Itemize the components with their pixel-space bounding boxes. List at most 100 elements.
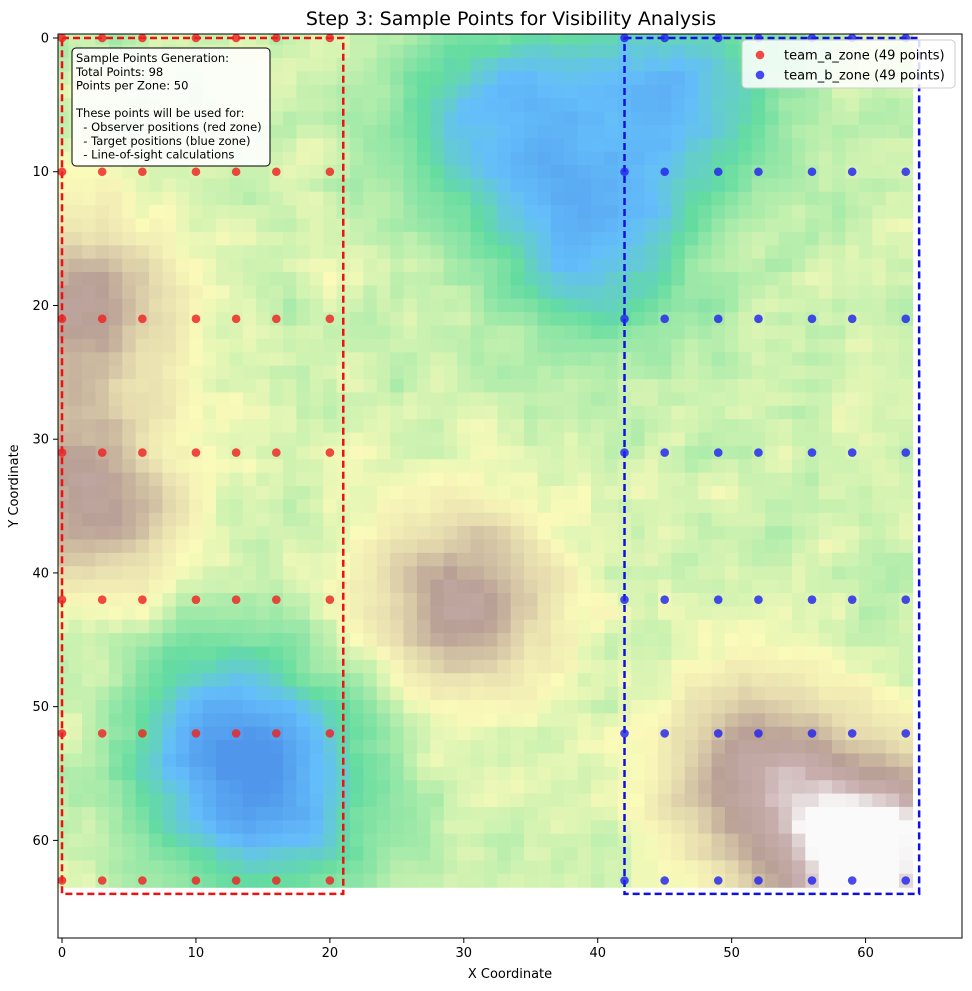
heatmap-cell <box>684 191 699 206</box>
heatmap-cell <box>470 713 485 728</box>
heatmap-cell <box>711 766 726 781</box>
heatmap-cell <box>524 165 539 180</box>
heatmap-cell <box>698 686 713 701</box>
team-b-point <box>847 448 857 457</box>
heatmap-cell <box>604 205 619 220</box>
heatmap-cell <box>216 659 231 674</box>
heatmap-cell <box>684 847 699 862</box>
heatmap-cell <box>122 860 137 875</box>
heatmap-cell <box>349 713 364 728</box>
heatmap-cell <box>858 111 873 126</box>
heatmap-cell <box>604 245 619 260</box>
heatmap-cell <box>657 245 672 260</box>
heatmap-cell <box>122 592 137 607</box>
heatmap-cell <box>242 34 257 46</box>
heatmap-cell <box>349 218 364 233</box>
heatmap-cell <box>564 860 579 875</box>
heatmap-cell <box>82 673 97 688</box>
heatmap-cell <box>376 44 391 59</box>
heatmap-cell <box>202 806 217 821</box>
heatmap-cell <box>336 111 351 126</box>
heatmap-cell <box>657 566 672 581</box>
heatmap-cell <box>524 98 539 113</box>
heatmap-cell <box>363 191 378 206</box>
heatmap-cell <box>577 780 592 795</box>
heatmap-cell <box>577 459 592 474</box>
heatmap-cell <box>162 847 177 862</box>
heatmap-cell <box>283 84 297 99</box>
heatmap-cell <box>483 646 498 661</box>
heatmap-cell <box>657 833 672 848</box>
heatmap-cell <box>269 231 284 246</box>
heatmap-cell <box>470 686 485 701</box>
heatmap-cell <box>376 191 391 206</box>
heatmap-cell <box>483 419 498 434</box>
heatmap-cell <box>443 686 458 701</box>
heatmap-cell <box>805 98 820 113</box>
y-tick-label: 50 <box>32 700 49 715</box>
heatmap-cell <box>885 472 900 487</box>
heatmap-cell <box>738 245 753 260</box>
heatmap-cell <box>577 325 592 340</box>
heatmap-cell <box>818 606 833 621</box>
heatmap-cell <box>175 365 190 380</box>
heatmap-cell <box>778 151 793 166</box>
heatmap-cell <box>537 58 552 73</box>
heatmap-cell <box>323 58 338 73</box>
heatmap-cell <box>242 231 257 246</box>
heatmap-cell <box>738 325 753 340</box>
heatmap-cell <box>457 766 472 781</box>
heatmap-cell <box>698 285 713 300</box>
heatmap-cell <box>242 633 257 648</box>
heatmap-cell <box>349 298 364 313</box>
team-b-point <box>713 33 723 43</box>
heatmap-cell <box>108 753 123 768</box>
heatmap-cell <box>577 71 592 86</box>
heatmap-cell <box>82 713 97 728</box>
heatmap-cell <box>363 873 378 888</box>
heatmap-cell <box>430 191 445 206</box>
heatmap-cell <box>617 673 632 688</box>
heatmap-cell <box>336 539 351 554</box>
heatmap-cell <box>162 526 177 541</box>
heatmap-cell <box>82 726 97 741</box>
heatmap-cell <box>711 392 726 407</box>
heatmap-cell <box>443 673 458 688</box>
heatmap-cell <box>108 566 123 581</box>
heatmap-cell <box>698 432 713 447</box>
heatmap-cell <box>483 459 498 474</box>
heatmap-cell <box>858 847 873 862</box>
heatmap-cell <box>58 298 70 313</box>
heatmap-cell <box>309 659 324 674</box>
heatmap-cell <box>283 71 297 86</box>
heatmap-cell <box>537 646 552 661</box>
heatmap-cell <box>684 165 699 180</box>
heatmap-cell <box>684 258 699 273</box>
heatmap-cell <box>135 833 150 848</box>
heatmap-cell <box>135 472 150 487</box>
heatmap-cell <box>818 780 833 795</box>
heatmap-cell <box>403 780 418 795</box>
heatmap-cell <box>108 793 123 808</box>
heatmap-cell <box>684 432 699 447</box>
heatmap-cell <box>724 659 739 674</box>
heatmap-cell <box>483 298 498 313</box>
heatmap-cell <box>751 151 766 166</box>
heatmap-cell <box>363 713 378 728</box>
heatmap-cell <box>58 833 70 848</box>
heatmap-cell <box>296 98 311 113</box>
heatmap-cell <box>149 552 164 567</box>
heatmap-cell <box>537 138 552 153</box>
heatmap-cell <box>416 205 431 220</box>
heatmap-cell <box>765 766 780 781</box>
heatmap-cell <box>684 138 699 153</box>
heatmap-cell <box>269 432 284 447</box>
heatmap-cell <box>296 272 311 287</box>
heatmap-cell <box>202 272 217 287</box>
heatmap-cell <box>872 98 887 113</box>
heatmap-cell <box>577 285 592 300</box>
heatmap-cell <box>122 699 137 714</box>
heatmap-cell <box>363 833 378 848</box>
heatmap-cell <box>724 432 739 447</box>
heatmap-cell <box>738 218 753 233</box>
